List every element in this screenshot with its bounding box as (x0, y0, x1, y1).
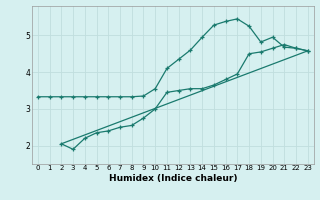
X-axis label: Humidex (Indice chaleur): Humidex (Indice chaleur) (108, 174, 237, 183)
